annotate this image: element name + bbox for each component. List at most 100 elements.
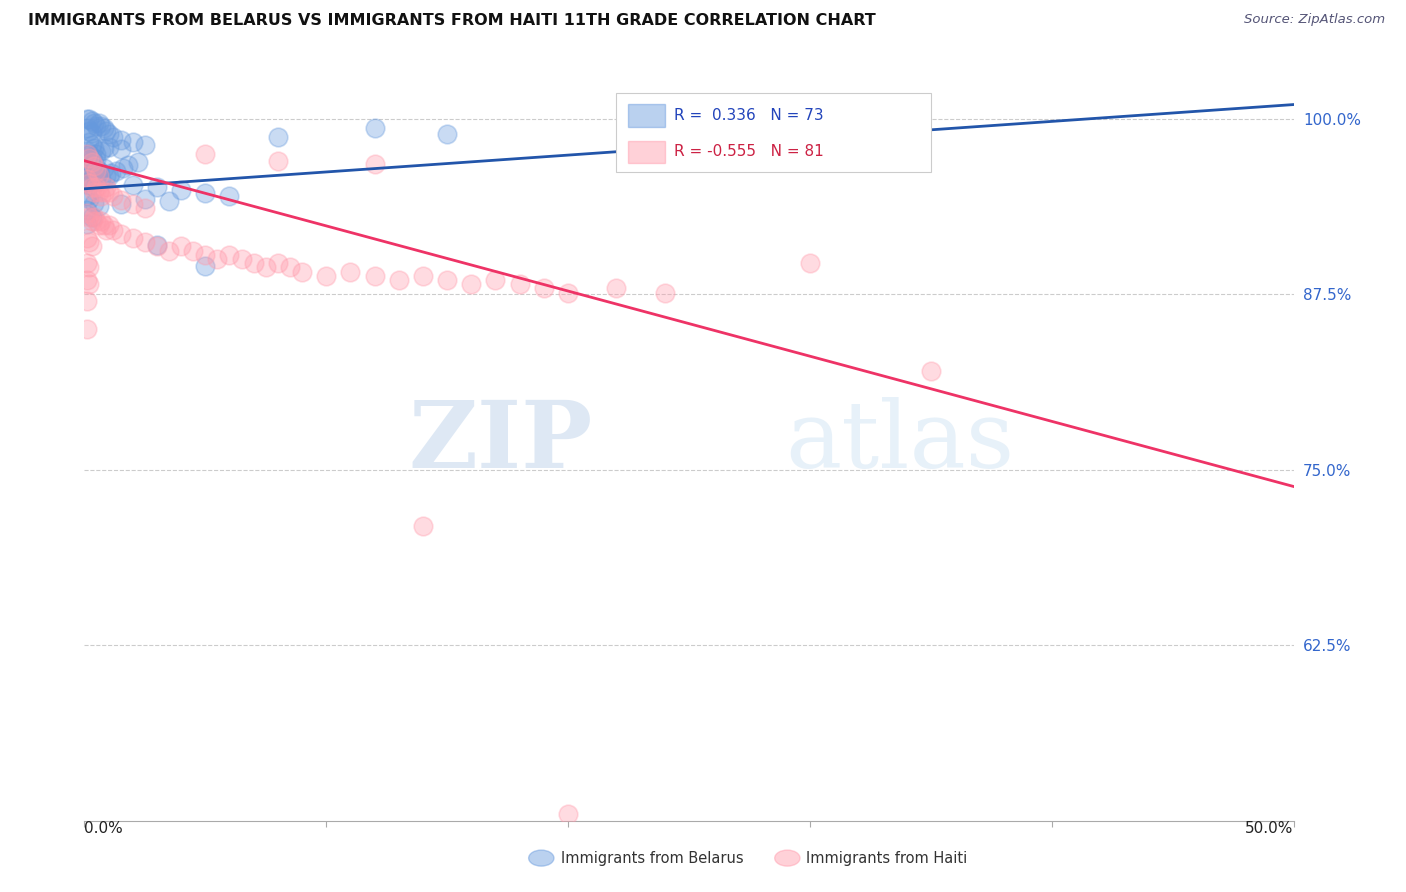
Point: [110, 227, 132, 241]
Point: [315, 268, 337, 283]
Point: [254, 260, 277, 275]
Point: [76, 205, 98, 219]
Point: [90, 189, 112, 203]
Point: [83, 141, 105, 155]
Text: Immigrants from Haiti: Immigrants from Haiti: [806, 851, 967, 865]
Point: [533, 281, 555, 295]
Point: [218, 248, 240, 262]
Point: [100, 166, 122, 180]
Point: [90, 144, 112, 158]
Point: [77, 192, 100, 206]
Point: [83, 159, 105, 173]
Point: [121, 178, 143, 192]
Point: [436, 127, 458, 141]
Point: [267, 153, 290, 168]
Point: [207, 252, 229, 266]
Point: [76, 202, 98, 217]
Text: 50.0%: 50.0%: [1246, 821, 1294, 836]
Text: R =  0.336   N = 73: R = 0.336 N = 73: [675, 108, 824, 123]
Point: [76, 175, 98, 189]
Point: [920, 364, 942, 378]
Point: [76, 153, 98, 167]
Point: [80, 239, 103, 253]
Point: [86, 166, 108, 180]
Point: [86, 180, 108, 194]
Point: [77, 112, 100, 126]
Point: [363, 121, 385, 136]
Point: [157, 244, 180, 258]
Point: [121, 231, 143, 245]
Point: [157, 194, 180, 209]
Point: [654, 285, 676, 300]
Point: [77, 210, 100, 224]
Point: [557, 285, 579, 300]
Text: Immigrants from Belarus: Immigrants from Belarus: [561, 851, 744, 865]
Point: [90, 119, 112, 133]
Point: [509, 277, 531, 292]
Point: [112, 161, 135, 175]
Point: [194, 259, 217, 273]
Point: [86, 119, 108, 133]
Point: [146, 239, 169, 253]
Point: [460, 277, 482, 292]
Point: [170, 239, 193, 253]
Point: [110, 193, 132, 207]
Point: [83, 166, 105, 180]
Point: [103, 222, 125, 236]
Point: [76, 112, 98, 126]
Text: IMMIGRANTS FROM BELARUS VS IMMIGRANTS FROM HAITI 11TH GRADE CORRELATION CHART: IMMIGRANTS FROM BELARUS VS IMMIGRANTS FR…: [28, 13, 876, 29]
Point: [605, 281, 627, 295]
Point: [80, 126, 103, 140]
Point: [181, 244, 204, 258]
Point: [93, 141, 115, 155]
Point: [751, 116, 773, 130]
Point: [267, 256, 290, 270]
Point: [80, 180, 103, 194]
Point: [218, 189, 240, 203]
Point: [97, 219, 120, 233]
Point: [80, 210, 103, 224]
Point: [86, 175, 108, 189]
Point: [110, 133, 132, 147]
Point: [76, 189, 98, 203]
Point: [146, 238, 169, 252]
Point: [134, 235, 156, 249]
Point: [80, 114, 103, 128]
Text: 0.0%: 0.0%: [84, 821, 124, 836]
Point: [363, 156, 385, 170]
Point: [87, 163, 110, 178]
Point: [77, 260, 100, 275]
Point: [103, 189, 125, 203]
Point: [77, 146, 100, 161]
Point: [80, 149, 103, 163]
Point: [77, 124, 100, 138]
Point: [76, 172, 98, 186]
Point: [83, 210, 105, 224]
Point: [97, 169, 120, 184]
Point: [86, 146, 108, 161]
Point: [76, 256, 98, 270]
Point: [557, 806, 579, 821]
Point: [146, 180, 169, 194]
Point: [87, 168, 110, 182]
Point: [194, 248, 217, 262]
Point: [76, 121, 98, 136]
Point: [110, 143, 132, 157]
Point: [170, 183, 193, 197]
Point: [83, 116, 105, 130]
Point: [87, 199, 110, 213]
Point: [77, 176, 100, 190]
Point: [121, 197, 143, 211]
Point: [436, 273, 458, 287]
Point: [80, 155, 103, 169]
Point: [134, 192, 156, 206]
Point: [76, 146, 98, 161]
Point: [97, 185, 120, 199]
Text: R = -0.555   N = 81: R = -0.555 N = 81: [675, 145, 824, 160]
Text: atlas: atlas: [786, 397, 1015, 486]
Point: [77, 235, 100, 249]
Point: [77, 151, 100, 165]
Point: [291, 265, 314, 279]
Point: [87, 163, 110, 178]
Point: [104, 163, 127, 178]
